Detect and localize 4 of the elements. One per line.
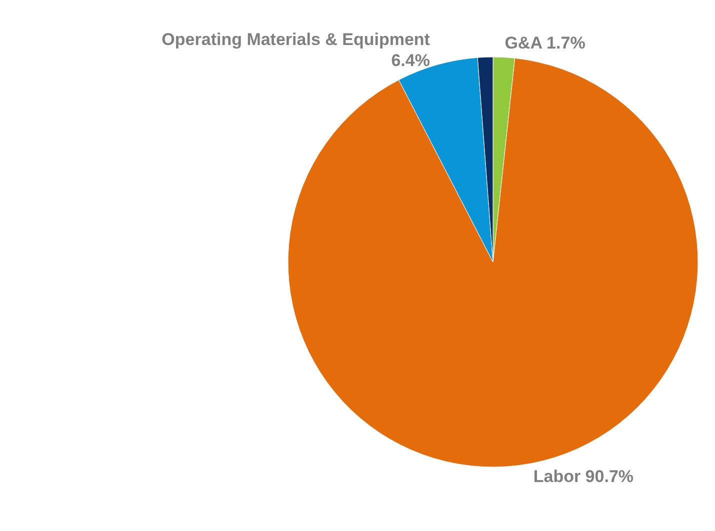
data-label: 6.4% xyxy=(391,50,430,70)
slice-label: Labor 90.7% xyxy=(533,467,634,486)
slice-label: Operating Materials & Equipment xyxy=(162,30,430,49)
slice-label: G&A 1.7% xyxy=(504,33,586,52)
